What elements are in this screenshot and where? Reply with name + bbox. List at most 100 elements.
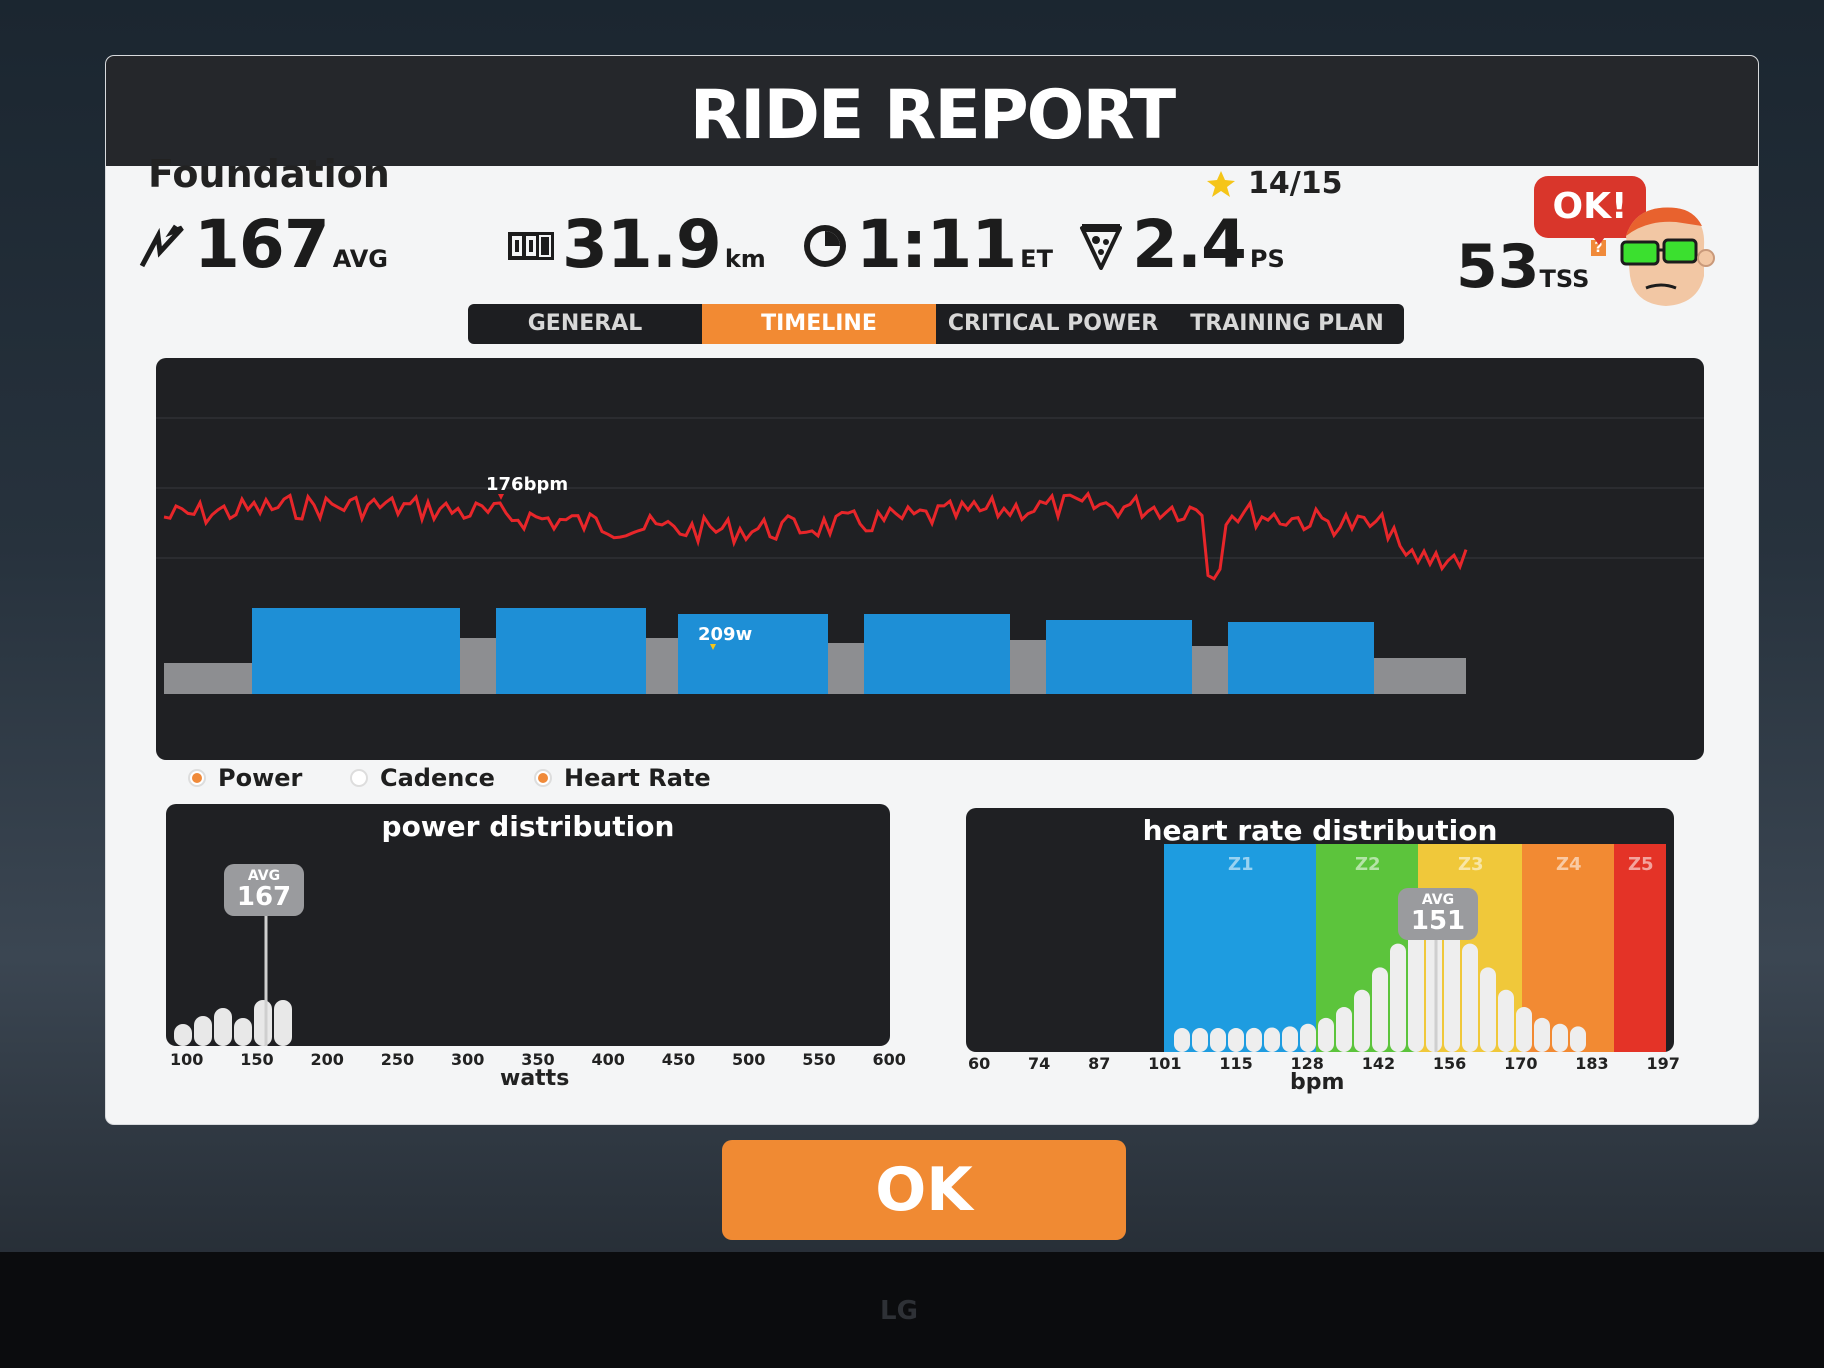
power-axis-ticks: 100 150 200 250 300 350 400 450 500 550 … [170,1050,906,1069]
ok-button[interactable]: OK [722,1140,1126,1240]
tick-label: 550 [802,1050,836,1069]
elapsed-time-unit: ET [1020,245,1053,273]
hr-axis-name: bpm [1290,1070,1345,1095]
tab-critical-power[interactable]: CRITICAL POWER [947,311,1159,336]
heart-rate-toggle-icon [534,769,552,787]
hr-distribution-bar [1444,925,1460,1052]
hr-distribution-bar [1516,1006,1532,1052]
power-interval-block [252,608,460,694]
avatar-icon [1620,207,1715,306]
tss-unit: TSS [1539,265,1590,293]
avg-power-stat: 167 AVG [138,206,388,286]
tick-label: 87 [1088,1054,1111,1073]
legend-heart-rate[interactable]: Heart Rate [534,764,711,792]
power-interval-block [496,608,646,694]
power-distribution-svg [174,916,292,1046]
hr-zone-band [1614,844,1666,1052]
stars-count: 14/15 [1206,166,1342,201]
hr-zone-label: Z5 [1628,854,1654,875]
tick-label: 450 [661,1050,696,1069]
hr-distribution-bar [1246,1027,1262,1052]
power-avg-value: 167 [236,882,292,912]
power-interval-block [678,614,828,694]
power-distribution-bar [254,1000,272,1046]
hr-avg-value: 151 [1410,906,1466,936]
pizza-unit: PS [1249,245,1285,273]
legend-cadence[interactable]: Cadence [350,764,495,792]
power-distribution-panel: power distribution AVG 167 [166,804,890,1046]
hr-distribution-title: heart rate distribution [1142,814,1498,847]
hr-zone-label: Z3 [1458,854,1484,875]
legend-heart-rate-label: Heart Rate [564,764,711,792]
power-recovery-block [1192,646,1228,694]
power-recovery-block [828,643,864,694]
hr-distribution-bar [1570,1026,1586,1052]
monitor-bezel [0,1252,1824,1368]
hr-distribution-bar [1534,1017,1550,1052]
avg-power-value: 167 [194,206,330,283]
power-recovery-block [460,638,496,694]
tab-general[interactable]: GENERAL [527,311,643,336]
hr-distribution-bar [1480,967,1496,1052]
tss-value: 53 [1456,232,1540,302]
hr-distribution-bar [1498,989,1514,1052]
hr-zone-band [1164,844,1316,1052]
hr-zone-label: Z4 [1556,854,1582,875]
elapsed-time-value: 1:11 [856,206,1017,283]
elapsed-time-stat: 1:11 ET [800,206,1053,286]
power-distribution-bar [274,1000,292,1046]
hr-distribution-bar [1462,943,1478,1052]
legend-power[interactable]: Power [188,764,302,792]
distance-stat: 31.9 km [506,206,766,286]
hr-distribution-bar [1192,1027,1208,1052]
power-series [164,608,1466,694]
hr-distribution-bar [1318,1017,1334,1052]
power-recovery-block [1374,658,1466,694]
hr-distribution-svg: Z1 Z2 Z3 Z4 Z5 [1164,844,1666,1052]
tick-label: 170 [1504,1054,1538,1073]
hr-zone-band [1522,844,1614,1052]
legend-cadence-label: Cadence [380,764,495,792]
hr-distribution-bar [1282,1026,1298,1052]
tss-stat: 53 TSS ? [1456,232,1606,302]
tab-timeline[interactable]: TIMELINE [702,304,936,344]
pizza-slice-icon [1080,224,1122,270]
tick-label: 115 [1219,1054,1253,1073]
speech-bubble: OK! [1534,176,1646,245]
tick-label: 156 [1432,1054,1467,1073]
hr-distribution-panel: Z1 Z2 Z3 Z4 Z5 heart rate distribution AVG 1… [966,808,1674,1052]
hr-axis-ticks: 60 74 87 101 115 128 142 156 170 183 197 [968,1054,1680,1073]
odometer-icon [508,232,554,260]
hr-zone-label: Z2 [1355,854,1381,875]
tick-label: 101 [1148,1054,1182,1073]
hr-distribution-bar [1300,1023,1316,1052]
pizza-stat: 2.4 PS [1076,206,1285,286]
hr-distribution-bar [1426,918,1442,1052]
clock-icon [804,225,846,267]
hr-distribution-bar [1336,1006,1352,1052]
power-axis-name: watts [500,1066,570,1091]
power-recovery-block [646,638,678,694]
distance-value: 31.9 [562,206,722,283]
tick-label: 128 [1290,1054,1324,1073]
tab-training-plan[interactable]: TRAINING PLAN [1190,311,1384,336]
max-hr-label: 176bpm [486,474,568,495]
max-power-marker [710,644,716,650]
tick-label: 350 [521,1050,555,1069]
hr-distribution-bar [1228,1027,1244,1052]
cadence-toggle-icon [350,769,368,787]
heart-rate-line [163,490,1468,581]
report-tabs: GENERAL TIMELINE CRITICAL POWER TRAINING… [468,304,1404,344]
power-toggle-icon [188,769,206,787]
tick-label: 250 [380,1050,415,1069]
hr-avg-badge: AVG 151 [1398,888,1478,940]
dialog-title: RIDE REPORT [689,76,1176,155]
power-interval-block [864,614,1010,694]
workout-name: Foundation [148,152,390,196]
power-interval-block [1046,620,1192,694]
tick-label: 142 [1361,1054,1396,1073]
hr-zone-label: Z1 [1228,854,1254,875]
power-interval-block [1228,622,1374,694]
hr-distribution-bar [1372,967,1388,1052]
power-distribution-title: power distribution [381,810,675,843]
